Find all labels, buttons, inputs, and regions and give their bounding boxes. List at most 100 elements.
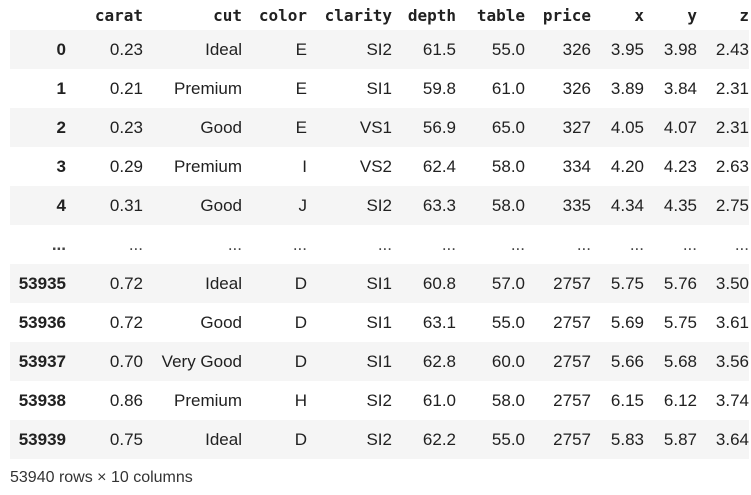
cell-table: 58.0: [491, 156, 525, 176]
cell-carat: 0.72: [109, 312, 143, 332]
cell-y: 5.75: [663, 312, 697, 332]
cell-z: 3.50: [697, 264, 749, 303]
cell-cut: Premium: [173, 78, 242, 98]
row-count-summary: 53940 rows × 10 columns: [10, 469, 193, 486]
row-index: 53939: [10, 420, 70, 459]
column-header-z: z: [739, 5, 749, 25]
cell-x: 3.95: [591, 30, 644, 69]
cell-table: 58.0: [491, 390, 525, 410]
cell-y: 4.23: [663, 156, 697, 176]
row-index: 53938: [18, 390, 66, 410]
cell-table: 55.0: [491, 312, 525, 332]
column-header-table: table: [476, 5, 525, 25]
row-index: 53935: [10, 264, 70, 303]
cell-clarity: ...: [377, 234, 392, 254]
cell-z: 2.63: [715, 156, 749, 176]
cell-y: ...: [682, 234, 697, 254]
table-row: 2 0.23 Good E VS1 56.9 65.0 327 4.05 4.07 2.31: [10, 108, 749, 147]
cell-carat: 0.75: [70, 420, 143, 459]
column-header-price: price: [542, 5, 591, 25]
cell-table: 57.0: [456, 264, 525, 303]
table-row: 1 0.21 Premium E SI1 59.8 61.0 326 3.89 3.84 2.31: [10, 69, 749, 108]
column-header-x: x: [634, 5, 644, 25]
header-row: carat cut color clarity depth table price x y z: [10, 0, 749, 30]
cell-price: 335: [525, 186, 591, 225]
table-row: .................................: [10, 225, 749, 264]
cell-price: 2757: [525, 420, 591, 459]
row-index: 4: [10, 186, 70, 225]
cell-clarity: VS1: [307, 108, 392, 147]
cell-depth: 62.8: [392, 342, 456, 381]
cell-cut: Ideal: [143, 420, 242, 459]
cell-z: 3.56: [697, 342, 749, 381]
cell-depth: 63.1: [422, 312, 456, 332]
row-index: 0: [10, 30, 70, 69]
dataframe-table: carat cut color clarity depth table price x y z 0…: [10, 0, 749, 459]
cell-color: J: [242, 186, 307, 225]
cell-y: 4.07: [644, 108, 697, 147]
cell-y: 5.87: [644, 420, 697, 459]
table-row: 3 0.29 Premium I VS2 62.4 58.0 334 4.20 4.23 2.63: [10, 147, 749, 186]
cell-clarity: SI2: [366, 390, 392, 410]
cell-z: 3.64: [697, 420, 749, 459]
column-header-color: color: [258, 5, 307, 25]
cell-y: 4.35: [644, 186, 697, 225]
cell-table: 65.0: [456, 108, 525, 147]
cell-carat: 0.23: [70, 30, 143, 69]
cell-clarity: SI1: [366, 312, 392, 332]
cell-depth: 62.2: [392, 420, 456, 459]
row-index: 3: [56, 156, 66, 176]
cell-carat: 0.72: [70, 264, 143, 303]
cell-carat: 0.29: [109, 156, 143, 176]
row-index: 53936: [18, 312, 66, 332]
cell-table: ...: [510, 234, 525, 254]
cell-color: ...: [292, 234, 307, 254]
cell-depth: 60.8: [392, 264, 456, 303]
cell-color: E: [242, 108, 307, 147]
column-header-carat: carat: [94, 5, 143, 25]
cell-depth: 62.4: [422, 156, 456, 176]
cell-table: 60.0: [456, 342, 525, 381]
cell-y: 6.12: [663, 390, 697, 410]
table-row: 53939 0.75 Ideal D SI2 62.2 55.0 2757 5.83 5.87 3.…: [10, 420, 749, 459]
cell-price: 326: [525, 30, 591, 69]
index-column-header: [10, 0, 70, 30]
cell-table: 55.0: [456, 30, 525, 69]
cell-depth: 59.8: [422, 78, 456, 98]
cell-table: 61.0: [491, 78, 525, 98]
cell-color: D: [294, 312, 307, 332]
cell-x: 5.69: [610, 312, 644, 332]
cell-price: ...: [576, 234, 591, 254]
cell-cut: Ideal: [143, 30, 242, 69]
table-row: 53937 0.70 Very Good D SI1 62.8 60.0 2757 5.66 5.…: [10, 342, 749, 381]
cell-z: 2.43: [697, 30, 749, 69]
cell-table: 58.0: [456, 186, 525, 225]
cell-x: 4.05: [591, 108, 644, 147]
row-index: 2: [10, 108, 70, 147]
table-row: 53938 0.86 Premium H SI2 61.0 58.0 2757 6.15 6.12…: [10, 381, 749, 420]
cell-color: I: [302, 156, 307, 176]
cell-color: D: [242, 420, 307, 459]
cell-z: ...: [734, 234, 749, 254]
cell-price: 2757: [553, 312, 591, 332]
cell-z: 2.31: [697, 108, 749, 147]
cell-x: 6.15: [610, 390, 644, 410]
cell-clarity: SI1: [366, 78, 392, 98]
table-row: 0 0.23 Ideal E SI2 61.5 55.0 326 3.95 3.98 2.43: [10, 30, 749, 69]
cell-clarity: SI2: [307, 30, 392, 69]
cell-carat: 0.86: [109, 390, 143, 410]
cell-price: 326: [562, 78, 591, 98]
cell-carat: ...: [128, 234, 143, 254]
cell-color: E: [242, 30, 307, 69]
cell-clarity: SI1: [307, 342, 392, 381]
cell-carat: 0.31: [70, 186, 143, 225]
cell-price: 2757: [553, 390, 591, 410]
cell-x: ...: [629, 234, 644, 254]
column-header-y: y: [687, 5, 697, 25]
cell-cut: Ideal: [143, 264, 242, 303]
cell-x: 5.75: [591, 264, 644, 303]
cell-cut: Good: [143, 108, 242, 147]
cell-price: 334: [562, 156, 591, 176]
cell-carat: 0.23: [70, 108, 143, 147]
